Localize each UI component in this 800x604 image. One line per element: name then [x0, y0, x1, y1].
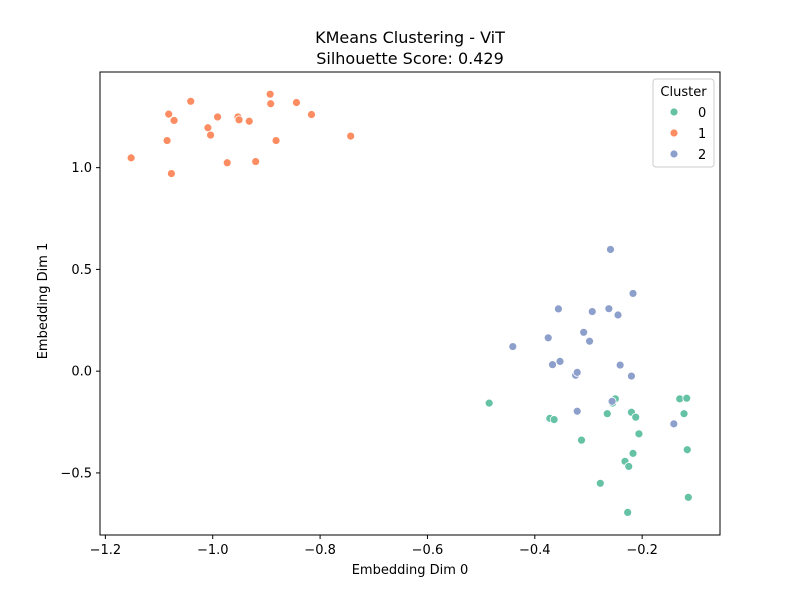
x-tick-label: −1.2 — [90, 543, 122, 558]
scatter-point-cluster-0 — [683, 492, 693, 502]
scatter-point-cluster-2 — [606, 245, 615, 254]
scatter-point-cluster-1 — [244, 116, 254, 126]
legend-box — [652, 78, 715, 168]
scatter-point-cluster-1 — [186, 96, 196, 106]
scatter-point-cluster-2 — [585, 336, 594, 346]
scatter-point-cluster-2 — [627, 371, 636, 381]
scatter-point-cluster-0 — [682, 393, 692, 403]
legend-label-2: 2 — [698, 148, 706, 163]
scatter-point-cluster-2 — [604, 304, 614, 314]
x-tick-label: −0.4 — [519, 543, 551, 558]
y-tick-label: 1.0 — [71, 161, 92, 176]
data-points — [126, 89, 693, 517]
scatter-point-cluster-1 — [162, 136, 172, 145]
chart-title: KMeans Clustering - ViT — [315, 28, 505, 47]
scatter-point-cluster-2 — [587, 307, 597, 316]
x-tick-label: −0.6 — [412, 543, 444, 558]
scatter-point-cluster-1 — [271, 136, 281, 145]
scatter-point-cluster-2 — [554, 304, 563, 314]
scatter-point-cluster-2 — [579, 327, 589, 337]
scatter-point-cluster-1 — [166, 169, 176, 178]
scatter-point-cluster-1 — [213, 112, 222, 122]
scatter-point-cluster-1 — [346, 131, 356, 141]
scatter-point-cluster-1 — [251, 157, 261, 166]
plot-frame — [99, 71, 721, 536]
scatter-point-cluster-2 — [669, 419, 679, 429]
scatter-point-cluster-1 — [169, 116, 179, 125]
legend-label-0: 0 — [698, 106, 706, 121]
scatter-point-cluster-0 — [634, 429, 644, 439]
scatter-point-cluster-2 — [555, 357, 565, 366]
scatter-point-cluster-1 — [265, 89, 275, 99]
y-tick-label: 0.0 — [71, 365, 92, 380]
scatter-point-cluster-0 — [577, 435, 586, 445]
scatter-point-cluster-2 — [548, 360, 557, 370]
scatter-point-cluster-1 — [292, 98, 301, 107]
scatter-point-cluster-1 — [203, 123, 213, 133]
scatter-point-cluster-0 — [595, 478, 605, 488]
scatter-point-cluster-0 — [602, 409, 612, 419]
scatter-point-cluster-2 — [572, 406, 582, 416]
x-tick-label: −0.8 — [304, 543, 336, 558]
scatter-point-cluster-1 — [126, 153, 136, 163]
scatter-point-cluster-0 — [624, 462, 634, 471]
legend: Cluster 0 1 2 — [652, 78, 715, 168]
scatter-point-cluster-2 — [628, 289, 638, 298]
x-tick-label: −0.2 — [626, 543, 658, 558]
scatter-point-cluster-0 — [682, 445, 692, 455]
chart-subtitle: Silhouette Score: 0.429 — [316, 49, 504, 68]
legend-marker-2 — [669, 149, 679, 159]
scatter-point-cluster-0 — [549, 415, 559, 425]
scatter-point-cluster-2 — [508, 342, 518, 351]
scatter-point-cluster-1 — [222, 158, 232, 168]
scatter-point-cluster-2 — [572, 367, 582, 377]
scatter-point-cluster-1 — [307, 110, 316, 119]
legend-label-1: 1 — [698, 127, 706, 142]
scatter-point-cluster-1 — [234, 115, 244, 125]
legend-marker-1 — [669, 128, 679, 138]
y-tick-label: 0.5 — [71, 263, 92, 278]
legend-marker-0 — [669, 107, 679, 117]
scatter-point-cluster-2 — [613, 310, 623, 320]
legend-title: Cluster — [660, 85, 707, 100]
y-tick-label: −0.5 — [60, 466, 92, 481]
scatter-point-cluster-1 — [266, 99, 276, 109]
scatter-point-cluster-2 — [615, 360, 625, 370]
scatter-point-cluster-1 — [206, 130, 215, 140]
scatter-point-cluster-0 — [623, 508, 633, 517]
scatter-point-cluster-0 — [484, 398, 494, 408]
y-axis-label: Embedding Dim 1 — [36, 243, 51, 360]
scatter-point-cluster-2 — [543, 333, 553, 343]
scatter-point-cluster-0 — [628, 448, 638, 458]
scatter-point-cluster-1 — [164, 109, 174, 119]
x-axis-label: Embedding Dim 0 — [352, 563, 469, 578]
scatter-point-cluster-0 — [679, 409, 689, 419]
scatter-point-cluster-2 — [607, 396, 617, 406]
plot-axes: −1.2 −1.0 −0.8 −0.6 −0.4 −0.2 −0.5 0.0 0.5 1.0 — [60, 71, 721, 558]
scatter-point-cluster-0 — [631, 412, 641, 422]
x-tick-label: −1.0 — [197, 543, 229, 558]
